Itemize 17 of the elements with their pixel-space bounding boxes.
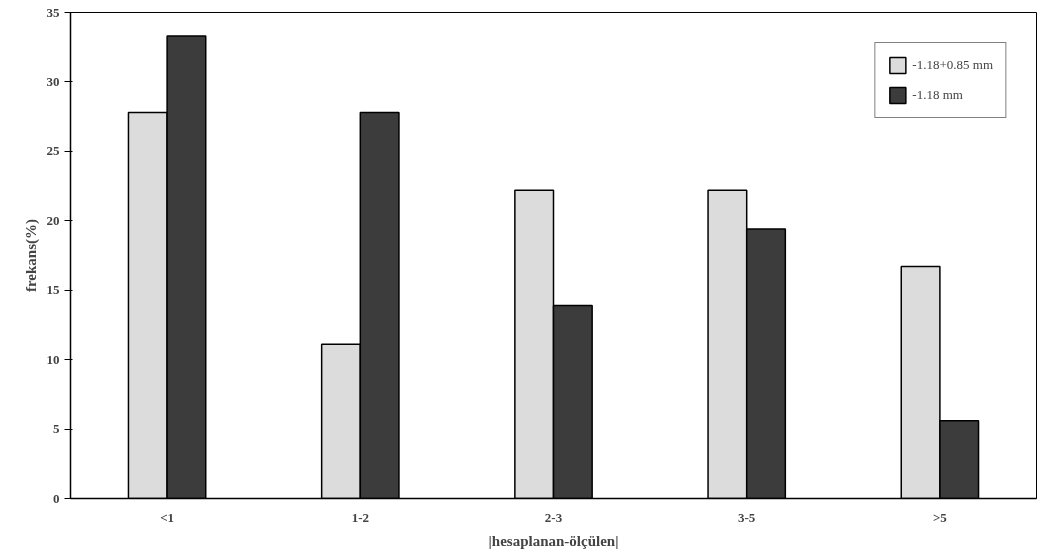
y-tick-label: 15 <box>46 282 60 298</box>
x-tick-label: <1 <box>160 509 175 525</box>
x-tick-label: >5 <box>932 509 948 525</box>
y-tick-label: 5 <box>53 421 60 437</box>
y-tick-label: 35 <box>46 4 60 20</box>
y-tick-label: 30 <box>46 73 60 89</box>
x-tick-label: 3-5 <box>738 509 756 525</box>
x-tick-label: 2-3 <box>544 509 563 525</box>
y-tick-label: 20 <box>46 212 60 228</box>
x-axis-title: |hesaplanan-ölçülen| <box>488 532 619 549</box>
y-axis-title: frekans(%) <box>22 218 40 293</box>
y-tick-label: 10 <box>46 351 60 367</box>
legend-label: -1.18+0.85 mm <box>912 57 993 73</box>
x-tick-label: 1-2 <box>351 509 369 525</box>
y-tick-label: 0 <box>53 490 60 506</box>
legend-label: -1.18 mm <box>912 87 963 103</box>
y-tick-label: 25 <box>46 143 60 159</box>
